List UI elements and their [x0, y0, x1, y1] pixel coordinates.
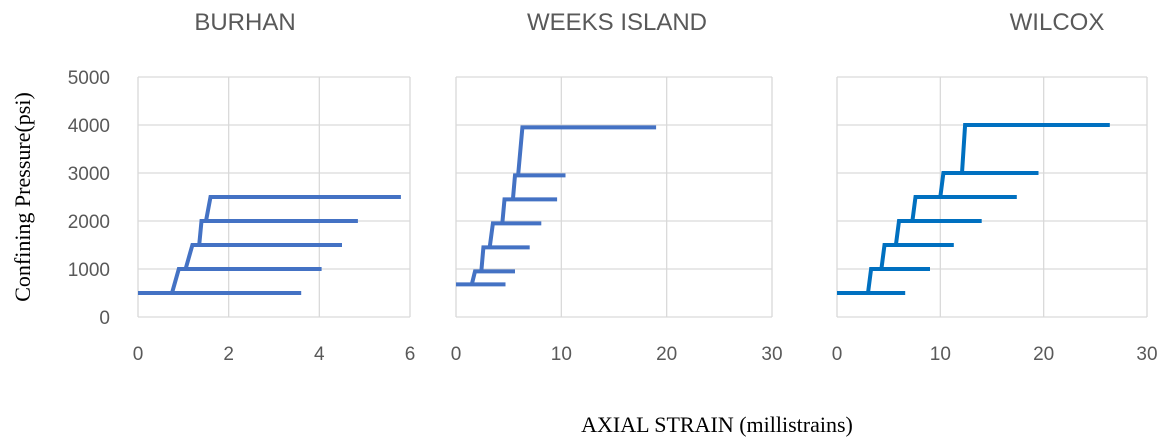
panel-title: WILCOX: [1010, 9, 1105, 36]
series-line: [487, 221, 542, 248]
x-tick-label: 20: [656, 344, 677, 365]
x-tick-label: 2: [223, 344, 234, 365]
x-tick-label: 6: [405, 344, 416, 365]
x-tick-label: 4: [314, 344, 325, 365]
panel-title: BURHAN: [194, 9, 295, 36]
series-line: [500, 197, 558, 224]
x-axis-title: AXIAL STRAIN (millistrains): [581, 412, 853, 437]
x-tick-label: 30: [761, 344, 782, 365]
y-tick-label: 5000: [68, 68, 110, 89]
y-tick-label: 0: [99, 308, 110, 329]
series-line: [510, 173, 566, 200]
series-line: [479, 245, 530, 272]
y-tick-label: 2000: [68, 212, 110, 233]
x-tick-label: 10: [930, 344, 951, 365]
series-line: [879, 243, 954, 270]
x-tick-label: 0: [451, 344, 462, 365]
x-tick-label: 10: [551, 344, 572, 365]
series-line: [866, 267, 930, 294]
x-tick-label: 0: [832, 344, 843, 365]
x-tick-label: 20: [1033, 344, 1054, 365]
series-line: [516, 125, 657, 176]
series-line: [183, 243, 342, 270]
series-line: [960, 123, 1110, 174]
x-tick-label: 30: [1136, 344, 1157, 365]
y-axis-title: Confining Pressure(psi): [10, 92, 35, 302]
series-line: [204, 195, 401, 222]
series-line: [938, 171, 1039, 198]
chart-panel: WILCOX 0 10 20 30: [832, 9, 1158, 365]
series-line: [893, 219, 982, 246]
chart-panel: WEEKS ISLAND 0 10 20 30: [451, 9, 783, 365]
y-tick-label: 4000: [68, 116, 110, 137]
series-line: [910, 195, 1017, 222]
panel-title: WEEKS ISLAND: [527, 9, 707, 36]
chart-panel: BURHAN 0 1000 2000 3000 4000 5000 0 2 4 6: [68, 9, 416, 365]
series-line: [170, 267, 322, 294]
y-tick-label: 1000: [68, 260, 110, 281]
y-tick-label: 3000: [68, 164, 110, 185]
x-tick-label: 0: [133, 344, 144, 365]
series-line: [469, 269, 515, 285]
series-line: [197, 219, 358, 246]
